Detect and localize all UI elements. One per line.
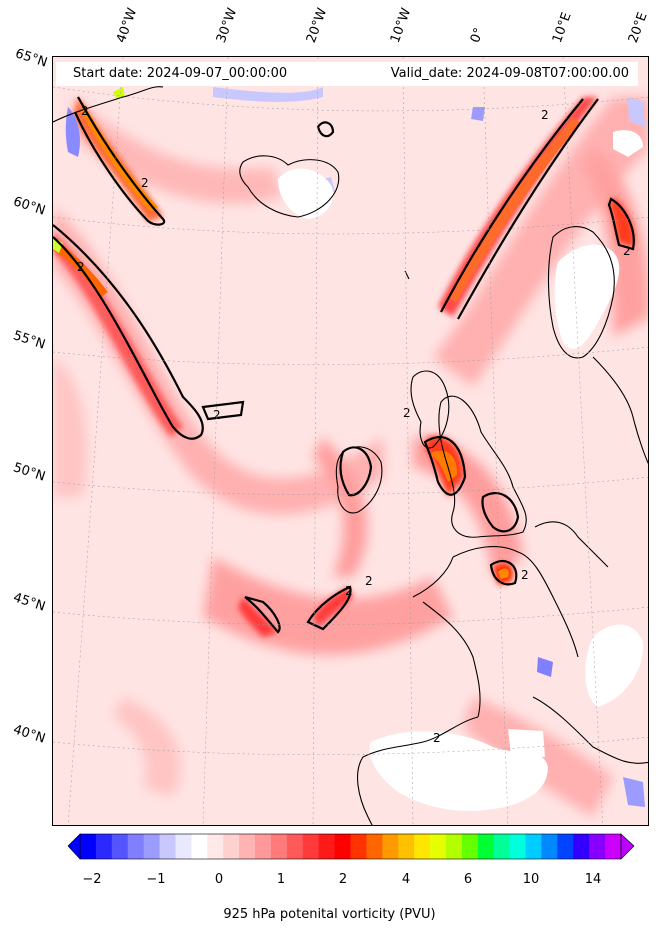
colorbar-tick-label: 0 [214,872,224,887]
contour-label: 2 [623,244,631,258]
contour-label: 2 [81,104,89,118]
contour-label: 2 [541,108,549,122]
valid-date-label: Valid_date: 2024-09-08T07:00:00.00 [390,66,629,81]
contour-labels: 2 2 2 2 2 2 2 2 2 2 2 [77,104,631,745]
pv-2-contours [53,96,635,634]
colorbar-cell [414,834,431,859]
lat-label-40n: 40°N [11,722,48,747]
start-date-label: Start date: 2024-09-07_00:00:00 [73,66,288,81]
contour-label: 2 [141,176,149,190]
lat-label-65n: 65°N [13,46,50,71]
colorbar [67,833,635,860]
colorbar-cell [350,834,367,859]
colorbar-cell [398,834,415,859]
colorbar-cell [557,834,574,859]
lon-label-10w: 10°W [387,6,415,45]
colorbar-cell [509,834,527,859]
contour-label: 2 [213,408,221,422]
colorbar-cell [80,834,97,859]
pv-field-map: 2 2 2 2 2 2 2 2 2 2 2 [53,57,648,825]
colorbar-cell [461,834,479,859]
colorbar-cell [191,834,208,859]
lon-label-30w: 30°W [213,6,241,45]
lat-label-50n: 50°N [11,460,48,485]
map-panel: 2 2 2 2 2 2 2 2 2 2 2 [52,56,649,826]
coastlines [53,71,648,825]
colorbar-cell [159,834,176,859]
colorbar-cell [239,834,256,859]
title-strip [56,62,638,86]
colorbar-cell [334,834,351,859]
colorbar-cells [80,834,622,859]
colorbar-cell [95,834,113,859]
colorbar-label: 925 hPa potenital vorticity (PVU) [223,907,436,922]
colorbar-tick-label: −2 [82,872,102,887]
colorbar-cell [477,834,495,859]
lon-label-40w: 40°W [113,6,141,45]
lat-label-55n: 55°N [11,328,48,353]
colorbar-cell [366,834,383,859]
colorbar-cell [541,834,558,859]
colorbar-tick-label: 10 [522,872,540,887]
colorbar-cell [382,834,399,859]
colorbar-cell [270,834,288,859]
colorbar-cell [573,834,590,859]
colorbar-cell [318,834,336,859]
contour-label: 2 [365,574,373,588]
colorbar-tick-label: 14 [584,872,602,887]
colorbar-tick-label: 6 [463,872,473,887]
colorbar-outline [79,833,622,860]
colorbar-cell [127,834,145,859]
colorbar-tick-label: −1 [146,872,166,887]
contour-label: 2 [345,584,353,598]
terrain-mask [278,130,644,812]
colorbar-cell [430,834,447,859]
graticule [53,57,648,825]
colorbar-tick-label: 1 [276,872,286,887]
colorbar-tick-label: 2 [338,872,348,887]
colorbar-cell [302,834,320,859]
lat-label-45n: 45°N [11,590,48,615]
colorbar-cell [143,834,161,859]
contour-label: 2 [521,568,529,582]
colorbar-cell [207,834,224,859]
colorbar-cell [175,834,192,859]
contour-label: 2 [77,260,85,274]
colorbar-cell [111,834,129,859]
contour-label: 2 [433,731,441,745]
colorbar-cell [605,834,622,859]
contour-label: 2 [403,406,411,420]
colorbar-cell [286,834,304,859]
lon-label-20w: 20°W [303,6,331,45]
colorbar-cell [445,834,463,859]
colorbar-cell [525,834,542,859]
lon-label-10e: 10°E [549,10,575,46]
lon-label-0: 0° [467,25,488,45]
lat-label-60n: 60°N [11,194,48,219]
colorbar-extend-low [67,833,81,860]
colorbar-cell [223,834,240,859]
colorbar-extend-high [620,833,635,860]
lon-label-20e: 20°E [625,10,651,46]
colorbar-cell [255,834,272,859]
colorbar-cell [589,834,606,859]
colorbar-cell [493,834,511,859]
colorbar-tick-label: 4 [401,872,411,887]
